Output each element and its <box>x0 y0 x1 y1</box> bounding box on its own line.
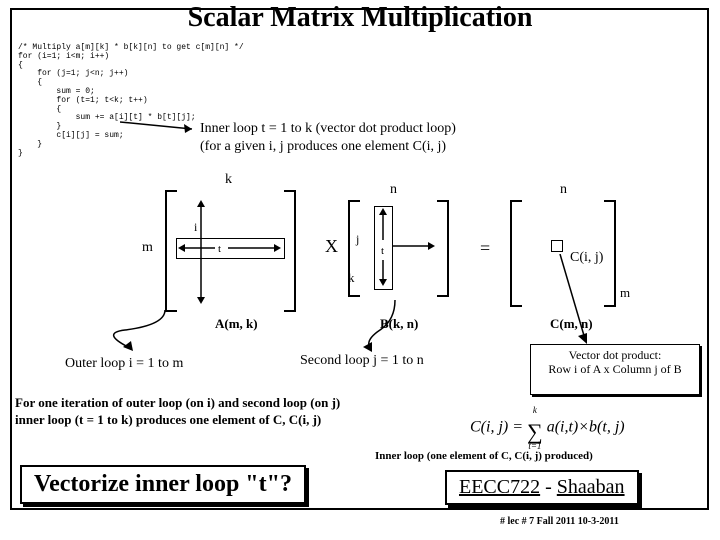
brace-outer <box>30 310 320 358</box>
lecture-footer: # lec # 7 Fall 2011 10-3-2011 <box>500 516 619 527</box>
formula-rhs: a(i,t)×b(t, j) <box>547 419 625 436</box>
outer-loop-label: Outer loop i = 1 to m <box>65 356 183 372</box>
formula-lhs: C(i, j) = <box>470 419 527 436</box>
arrow-vecdot <box>557 254 607 346</box>
footer-name: Shaaban <box>557 476 625 498</box>
m-label-C: m <box>620 285 630 301</box>
iteration-text: For one iteration of outer loop (on i) a… <box>15 395 340 429</box>
k-label: k <box>225 172 232 188</box>
B-right-bracket <box>437 200 449 297</box>
inner-loop-line1: Inner loop t = 1 to k (vector dot produc… <box>200 121 456 136</box>
equals-symbol: = <box>480 238 490 259</box>
vecdot-line2: Row i of A x Column j of B <box>548 362 681 376</box>
multiply-symbol: X <box>325 236 338 257</box>
t-arrow-A <box>178 240 281 256</box>
iter-line1: For one iteration of outer loop (on i) a… <box>15 395 340 410</box>
vector-dot-box: Vector dot product: Row i of A x Column … <box>530 344 700 395</box>
footer-course: EECC722 <box>459 476 540 498</box>
arrow-inner <box>120 115 210 140</box>
C-left-bracket <box>510 200 522 307</box>
j-arrow <box>393 240 436 252</box>
n-label-B: n <box>390 182 397 198</box>
A-right-bracket <box>284 190 296 312</box>
k-label-B: k <box>348 270 355 286</box>
vecdot-line1: Vector dot product: <box>569 348 662 362</box>
inner-note: Inner loop (one element of C, C(i, j) pr… <box>375 450 593 462</box>
second-loop-label: Second loop j = 1 to n <box>300 353 424 369</box>
footer-box: EECC722 - Shaaban <box>445 470 639 505</box>
t-arrow-B <box>378 208 388 286</box>
iter-line2: inner loop (t = 1 to k) produces one ele… <box>15 412 321 427</box>
n-label-C: n <box>560 182 567 198</box>
vectorize-box: Vectorize inner loop "t"? <box>20 465 306 504</box>
footer-sep: - <box>540 476 557 498</box>
sigma-top: k <box>527 405 543 415</box>
page-title: Scalar Matrix Multiplication <box>0 2 720 34</box>
inner-loop-desc: Inner loop t = 1 to k (vector dot produc… <box>200 120 456 156</box>
C-element-box <box>551 240 563 252</box>
brace-second <box>340 300 440 355</box>
formula: C(i, j) = k ∑ t=1 a(i,t)×b(t, j) <box>470 405 625 451</box>
m-label: m <box>142 240 153 256</box>
j-label: j <box>356 232 359 247</box>
inner-loop-line2: (for a given i, j produces one element C… <box>200 139 446 154</box>
